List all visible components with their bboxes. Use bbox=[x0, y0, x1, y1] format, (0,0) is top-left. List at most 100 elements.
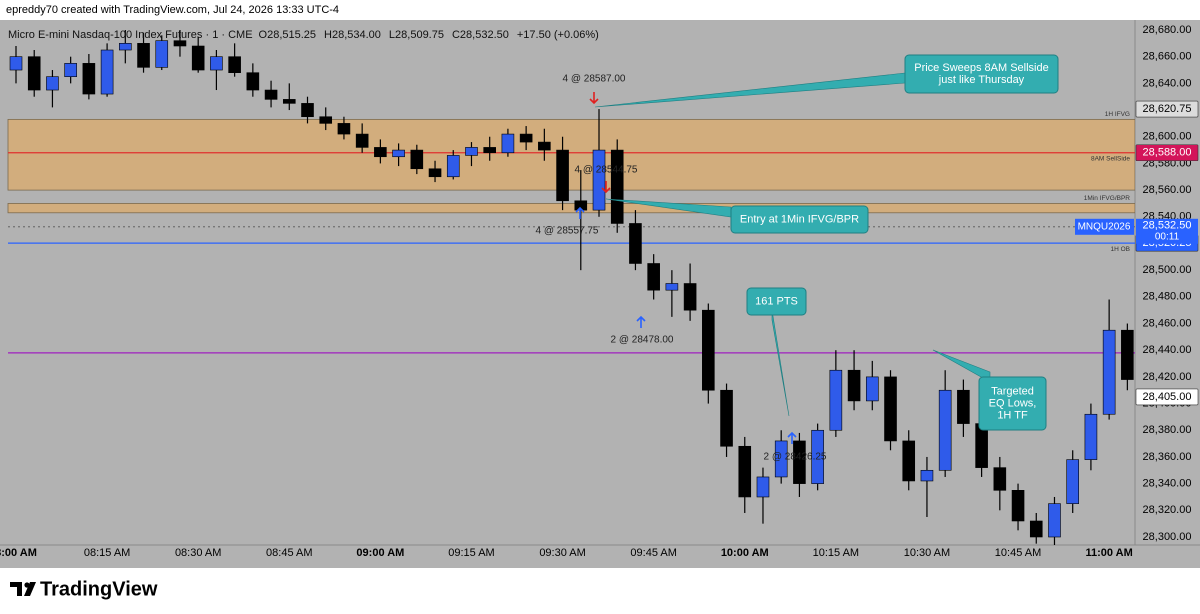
x-tick-label: 10:30 AM bbox=[904, 547, 950, 559]
level-label: 1H OB bbox=[1110, 246, 1130, 253]
candle-body bbox=[46, 76, 59, 91]
candle-body bbox=[501, 133, 515, 154]
callout-text: just like Thursday bbox=[938, 74, 1025, 86]
price-tag bbox=[1135, 388, 1199, 406]
candle-body bbox=[1048, 503, 1061, 538]
candle-body bbox=[1102, 329, 1116, 415]
candle-body bbox=[1084, 413, 1098, 460]
callout-text: 1H TF bbox=[997, 409, 1028, 421]
candle-body bbox=[592, 149, 606, 211]
y-tick-label: 28,560.00 bbox=[1143, 184, 1192, 196]
y-tick-label: 28,420.00 bbox=[1143, 371, 1192, 383]
trade-arrow bbox=[787, 431, 797, 444]
trade-label: 4 @ 28544.75 bbox=[575, 165, 638, 176]
x-tick-label: 09:15 AM bbox=[448, 547, 494, 559]
candle-body bbox=[774, 440, 788, 478]
candle-body bbox=[446, 155, 460, 178]
y-tick-label: 28,600.00 bbox=[1143, 131, 1192, 143]
y-tick-label: 28,340.00 bbox=[1143, 478, 1192, 490]
candle-body bbox=[683, 283, 697, 311]
candle-body bbox=[64, 63, 77, 77]
legend-field: L28,509.75 bbox=[389, 29, 444, 41]
candle-body bbox=[264, 89, 278, 100]
candle-body bbox=[610, 149, 624, 224]
header: epreddy70 created with TradingView.com, … bbox=[6, 4, 339, 16]
y-tick-label: 28,640.00 bbox=[1143, 77, 1192, 89]
logo: TradingView bbox=[10, 578, 158, 600]
candle-body bbox=[1029, 520, 1043, 538]
y-tick-label: 28,380.00 bbox=[1143, 424, 1192, 436]
candle-body bbox=[392, 149, 405, 158]
last-price-label: 28,532.50 bbox=[1143, 220, 1192, 232]
candle-body bbox=[884, 376, 897, 442]
candle-body bbox=[374, 147, 387, 158]
candle-body bbox=[756, 476, 770, 498]
zone bbox=[7, 203, 1135, 214]
candle-body bbox=[282, 99, 296, 104]
candle-body bbox=[938, 389, 952, 471]
candle-body bbox=[1011, 490, 1025, 522]
legend-symbol: Micro E-mini Nasdaq-100 Index Futures · … bbox=[8, 29, 253, 41]
candle-body bbox=[793, 440, 806, 484]
y-tick-label: 28,360.00 bbox=[1143, 451, 1192, 463]
x-tick-label: 09:00 AM bbox=[356, 547, 404, 559]
candle-body bbox=[957, 389, 970, 424]
candle-body bbox=[647, 263, 660, 291]
callout-box bbox=[730, 205, 869, 234]
candle-body bbox=[410, 149, 424, 170]
candle-body bbox=[228, 56, 241, 73]
plot-background bbox=[0, 20, 1200, 568]
callout-text: Targeted bbox=[991, 385, 1034, 397]
y-tick-label: 28,320.00 bbox=[1143, 504, 1192, 516]
y-tick-label: 28,440.00 bbox=[1143, 344, 1192, 356]
trade-label: 2 @ 28478.00 bbox=[611, 335, 674, 346]
trade-arrow bbox=[601, 181, 611, 194]
x-tick-label: 08:15 AM bbox=[84, 547, 130, 559]
callout-box bbox=[746, 287, 807, 316]
candle-body bbox=[519, 133, 533, 143]
callout-box bbox=[978, 376, 1047, 431]
candle-body bbox=[428, 168, 442, 178]
symbol-tag-label: MNQU2026 bbox=[1078, 221, 1131, 232]
x-tick-label: 08:30 AM bbox=[175, 547, 221, 559]
x-tick-label: 8:00 AM bbox=[0, 547, 37, 559]
candle-body bbox=[538, 141, 551, 151]
legend-field: O28,515.25 bbox=[259, 29, 317, 41]
candle-body bbox=[465, 147, 478, 156]
y-tick-label: 28,500.00 bbox=[1143, 264, 1192, 276]
candle-body bbox=[337, 123, 351, 135]
candle-body bbox=[27, 56, 41, 91]
y-tick-label: 28,480.00 bbox=[1143, 291, 1192, 303]
y-tick-label: 28,300.00 bbox=[1143, 531, 1192, 543]
candle-body bbox=[246, 72, 260, 91]
candle-body bbox=[82, 63, 96, 95]
y-tick-label: 28,680.00 bbox=[1143, 24, 1192, 36]
candle-body bbox=[738, 445, 752, 498]
x-tick-label: 11:00 AM bbox=[1085, 547, 1132, 559]
y-tick-label: 28,460.00 bbox=[1143, 317, 1192, 329]
overlay: 1H IFVG 1Min IFVG/BPR 8AM SellSide 1H OB 28,… bbox=[0, 24, 1199, 559]
legend-field: C28,532.50 bbox=[452, 29, 509, 41]
candle-body bbox=[920, 469, 934, 482]
price-tag-label: 28,405.00 bbox=[1143, 391, 1192, 403]
x-tick-label: 09:45 AM bbox=[630, 547, 676, 559]
countdown-label: 00:11 bbox=[1155, 231, 1180, 242]
zone-label: 1H IFVG bbox=[1105, 111, 1130, 118]
plot bbox=[7, 30, 1135, 545]
zone-label: 1Min IFVG/BPR bbox=[1084, 195, 1131, 202]
candle-body bbox=[191, 45, 205, 71]
x-tick-label: 08:45 AM bbox=[266, 547, 312, 559]
x-tick-label: 09:30 AM bbox=[539, 547, 585, 559]
candle-body bbox=[720, 389, 733, 447]
price-tag bbox=[1135, 144, 1199, 162]
candle-body bbox=[993, 467, 1007, 491]
candle-body bbox=[155, 40, 169, 68]
candle-body bbox=[1066, 459, 1080, 504]
candle-body bbox=[355, 133, 369, 148]
candle-body bbox=[210, 56, 223, 71]
candle-body bbox=[173, 40, 187, 47]
legend-field: +17.50 (+0.06%) bbox=[517, 29, 599, 41]
trade-label: 4 @ 28557.75 bbox=[536, 226, 599, 237]
candle-body bbox=[483, 147, 496, 154]
